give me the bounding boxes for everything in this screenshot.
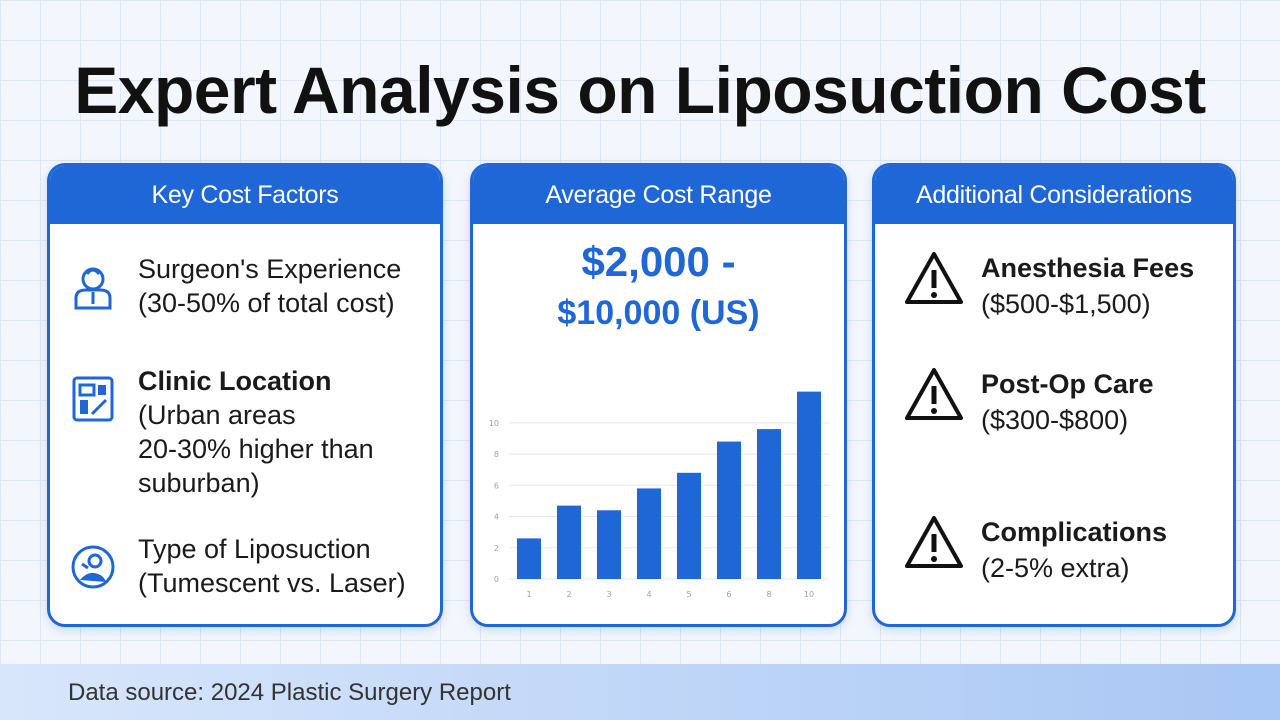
bar	[637, 488, 661, 579]
factor-detail: (Tumescent vs. Laser)	[138, 568, 406, 598]
factor-label: Type of Liposuction	[138, 534, 371, 564]
average-cost-header: Average Cost Range	[473, 166, 844, 224]
surgeon-icon	[68, 262, 118, 312]
factor-detail-line: suburban)	[138, 468, 260, 498]
key-cost-factors-header: Key Cost Factors	[50, 166, 440, 224]
consideration-post-op: Post-Op Care ($300-$800)	[903, 366, 1223, 438]
additional-considerations-card: Additional Considerations Anesthesia Fee…	[872, 163, 1236, 627]
warning-icon	[903, 250, 965, 306]
consideration-detail: (2-5% extra)	[981, 553, 1130, 583]
factor-label: Clinic Location	[138, 366, 332, 396]
bar	[677, 472, 701, 579]
bar	[557, 505, 581, 579]
consideration-label: Post-Op Care	[981, 369, 1154, 399]
x-tick-label: 2	[566, 590, 571, 599]
factor-detail: (30-50% of total cost)	[138, 288, 395, 318]
factor-clinic-location: Clinic Location (Urban areas 20-30% high…	[68, 364, 428, 500]
x-tick-label: 3	[606, 590, 611, 599]
key-cost-factors-card: Key Cost Factors Surgeon's Experience (3…	[47, 163, 443, 627]
page-title: Expert Analysis on Liposuction Cost	[74, 53, 1206, 127]
bar	[597, 510, 621, 579]
consideration-detail: ($500-$1,500)	[981, 289, 1151, 319]
y-tick-label: 6	[494, 481, 499, 490]
x-tick-label: 8	[766, 590, 771, 599]
x-tick-label: 10	[804, 590, 814, 599]
data-source-note: Data source: 2024 Plastic Surgery Report	[68, 679, 511, 706]
x-tick-label: 4	[646, 590, 651, 599]
price-range-low: $2,000 -	[581, 238, 736, 285]
y-tick-label: 0	[494, 575, 499, 584]
additional-considerations-header: Additional Considerations	[875, 166, 1233, 224]
y-tick-label: 4	[494, 513, 499, 522]
consideration-anesthesia: Anesthesia Fees ($500-$1,500)	[903, 250, 1223, 322]
x-tick-label: 6	[726, 590, 731, 599]
y-tick-label: 2	[494, 544, 499, 553]
factor-liposuction-type: Type of Liposuction (Tumescent vs. Laser…	[68, 532, 428, 600]
factor-detail-line: (Urban areas	[138, 400, 296, 430]
average-cost-card: Average Cost Range $2,000 - $10,000 (US)…	[470, 163, 847, 627]
clinic-location-icon	[68, 374, 118, 424]
y-tick-label: 10	[489, 419, 499, 428]
footer: Data source: 2024 Plastic Surgery Report	[0, 664, 1280, 720]
price-range-high: $10,000 (US)	[557, 294, 760, 332]
factor-label: Surgeon's Experience	[138, 254, 402, 284]
y-tick-label: 8	[494, 450, 499, 459]
bar	[717, 441, 741, 579]
bar	[797, 391, 821, 579]
consideration-label: Complications	[981, 517, 1168, 547]
factor-detail-line: 20-30% higher than	[138, 434, 374, 464]
x-tick-label: 1	[526, 590, 531, 599]
x-tick-label: 5	[686, 590, 691, 599]
consideration-detail: ($300-$800)	[981, 405, 1129, 435]
warning-icon	[903, 514, 965, 570]
factor-surgeon-experience: Surgeon's Experience (30-50% of total co…	[68, 252, 428, 320]
procedure-type-icon	[68, 542, 118, 592]
consideration-label: Anesthesia Fees	[981, 253, 1195, 283]
warning-icon	[903, 366, 965, 422]
consideration-complications: Complications (2-5% extra)	[903, 514, 1223, 586]
bar	[517, 538, 541, 579]
bar	[757, 429, 781, 579]
